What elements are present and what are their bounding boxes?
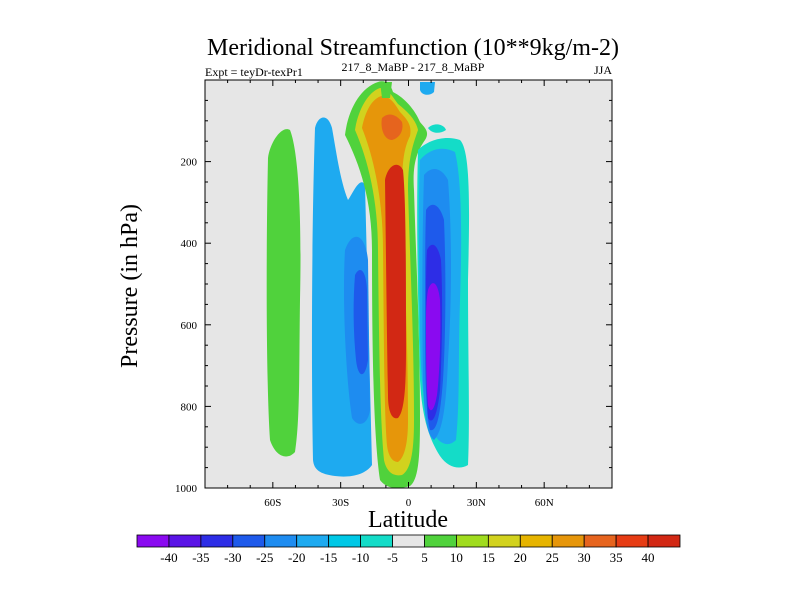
- colorbar-label: 15: [482, 550, 495, 565]
- colorbar-label: 35: [610, 550, 623, 565]
- y-axis-ticks: 200 400 600 800 1000: [175, 157, 612, 495]
- x-axis-label: Latitude: [368, 507, 448, 533]
- x-tick-label: 60N: [535, 497, 554, 509]
- nh-negative-core: [426, 283, 441, 411]
- y-tick-label: 200: [181, 157, 198, 169]
- x-tick-label: 30N: [467, 497, 486, 509]
- colorbar-swatch: [424, 534, 457, 548]
- subtitle-left: Expt = teyDr-texPr1: [205, 65, 303, 79]
- colorbar-label: -20: [288, 550, 305, 565]
- colorbar-label: 20: [514, 550, 527, 565]
- y-axis-label: Pressure (in hPa): [117, 204, 143, 368]
- colorbar-label: -5: [387, 550, 398, 565]
- y-tick-label: 1000: [175, 483, 198, 495]
- colorbar-label: -10: [352, 550, 369, 565]
- y-tick-label: 800: [181, 401, 198, 413]
- subtitle-center: 217_8_MaBP - 217_8_MaBP: [342, 60, 485, 74]
- contour-field: [266, 81, 470, 488]
- upper-negative-wisp: [428, 124, 446, 133]
- equatorial-cell-core: [385, 164, 406, 419]
- colorbar-swatch: [168, 534, 202, 548]
- colorbar-swatch: [136, 534, 170, 548]
- colorbar-swatch: [328, 534, 361, 548]
- subtitle-right: JJA: [594, 63, 612, 77]
- equatorial-upper-lobe: [381, 114, 403, 140]
- colorbar-label: 5: [421, 550, 428, 565]
- colorbar: -40 -35 -30 -25 -20 -15 -10 -5 5 10 15 20 25 30 35 40: [136, 534, 681, 565]
- sh-subtropical-negative-core: [353, 270, 368, 375]
- colorbar-swatch: [200, 534, 234, 548]
- x-axis-ticks: 60S 30S 0 30N 60N: [264, 80, 554, 509]
- colorbar-label: 25: [546, 550, 559, 565]
- colorbar-swatch: [519, 534, 553, 548]
- colorbar-swatch: [647, 534, 681, 548]
- colorbar-label: 40: [642, 550, 655, 565]
- chart-title: Meridional Streamfunction (10**9kg/m-2): [207, 35, 619, 61]
- colorbar-swatch: [487, 534, 521, 548]
- colorbar-swatch: [456, 534, 489, 548]
- equatorial-top-green: [380, 82, 392, 98]
- colorbar-label: 10: [450, 550, 463, 565]
- colorbar-swatch: [232, 534, 266, 548]
- x-tick-label: 60S: [264, 497, 281, 509]
- colorbar-swatch: [392, 534, 425, 548]
- y-tick-label: 400: [181, 238, 198, 250]
- x-tick-label: 30S: [332, 497, 349, 509]
- x-tick-label: 0: [406, 497, 412, 509]
- minor-ticks: [205, 80, 612, 488]
- colorbar-swatch: [264, 534, 298, 548]
- colorbar-swatch: [551, 534, 585, 548]
- colorbar-swatch: [583, 534, 617, 548]
- colorbar-swatch: [615, 534, 649, 548]
- colorbar-label: -35: [192, 550, 209, 565]
- upper-negative-blob: [420, 82, 435, 95]
- colorbar-label: -40: [160, 550, 177, 565]
- colorbar-label: -15: [320, 550, 337, 565]
- colorbar-label: 30: [578, 550, 591, 565]
- colorbar-label: -25: [256, 550, 273, 565]
- colorbar-swatch: [296, 534, 330, 548]
- colorbar-label: -30: [224, 550, 241, 565]
- sh-positive-cell: [266, 129, 301, 457]
- colorbar-swatch: [360, 534, 393, 548]
- y-tick-label: 600: [181, 320, 198, 332]
